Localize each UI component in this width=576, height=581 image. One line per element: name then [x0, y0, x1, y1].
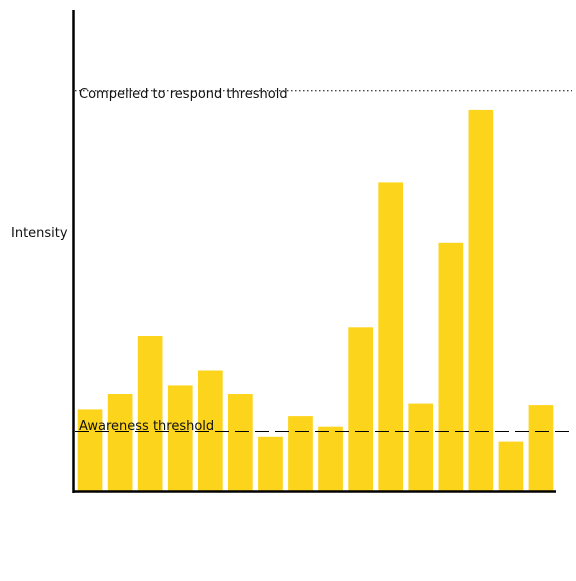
bar — [498, 441, 524, 491]
bar — [348, 327, 373, 491]
bar — [408, 403, 434, 491]
bar — [468, 109, 494, 492]
bar — [228, 394, 253, 491]
bar — [438, 242, 464, 491]
y-axis-label: Intensity — [11, 226, 68, 241]
bar — [288, 416, 313, 491]
bar — [378, 182, 403, 491]
bar — [167, 385, 193, 491]
compelled-threshold-label: Compelled to respond threshold — [79, 87, 288, 102]
bar — [77, 409, 103, 491]
bar — [528, 405, 554, 491]
bars-layer — [77, 109, 554, 492]
bar — [107, 394, 133, 491]
awareness-threshold-label: Awareness threshold — [79, 419, 214, 434]
bar — [318, 426, 343, 491]
threshold-layer — [75, 90, 572, 432]
bar — [258, 436, 283, 491]
bar — [198, 370, 223, 491]
bar — [137, 336, 163, 491]
